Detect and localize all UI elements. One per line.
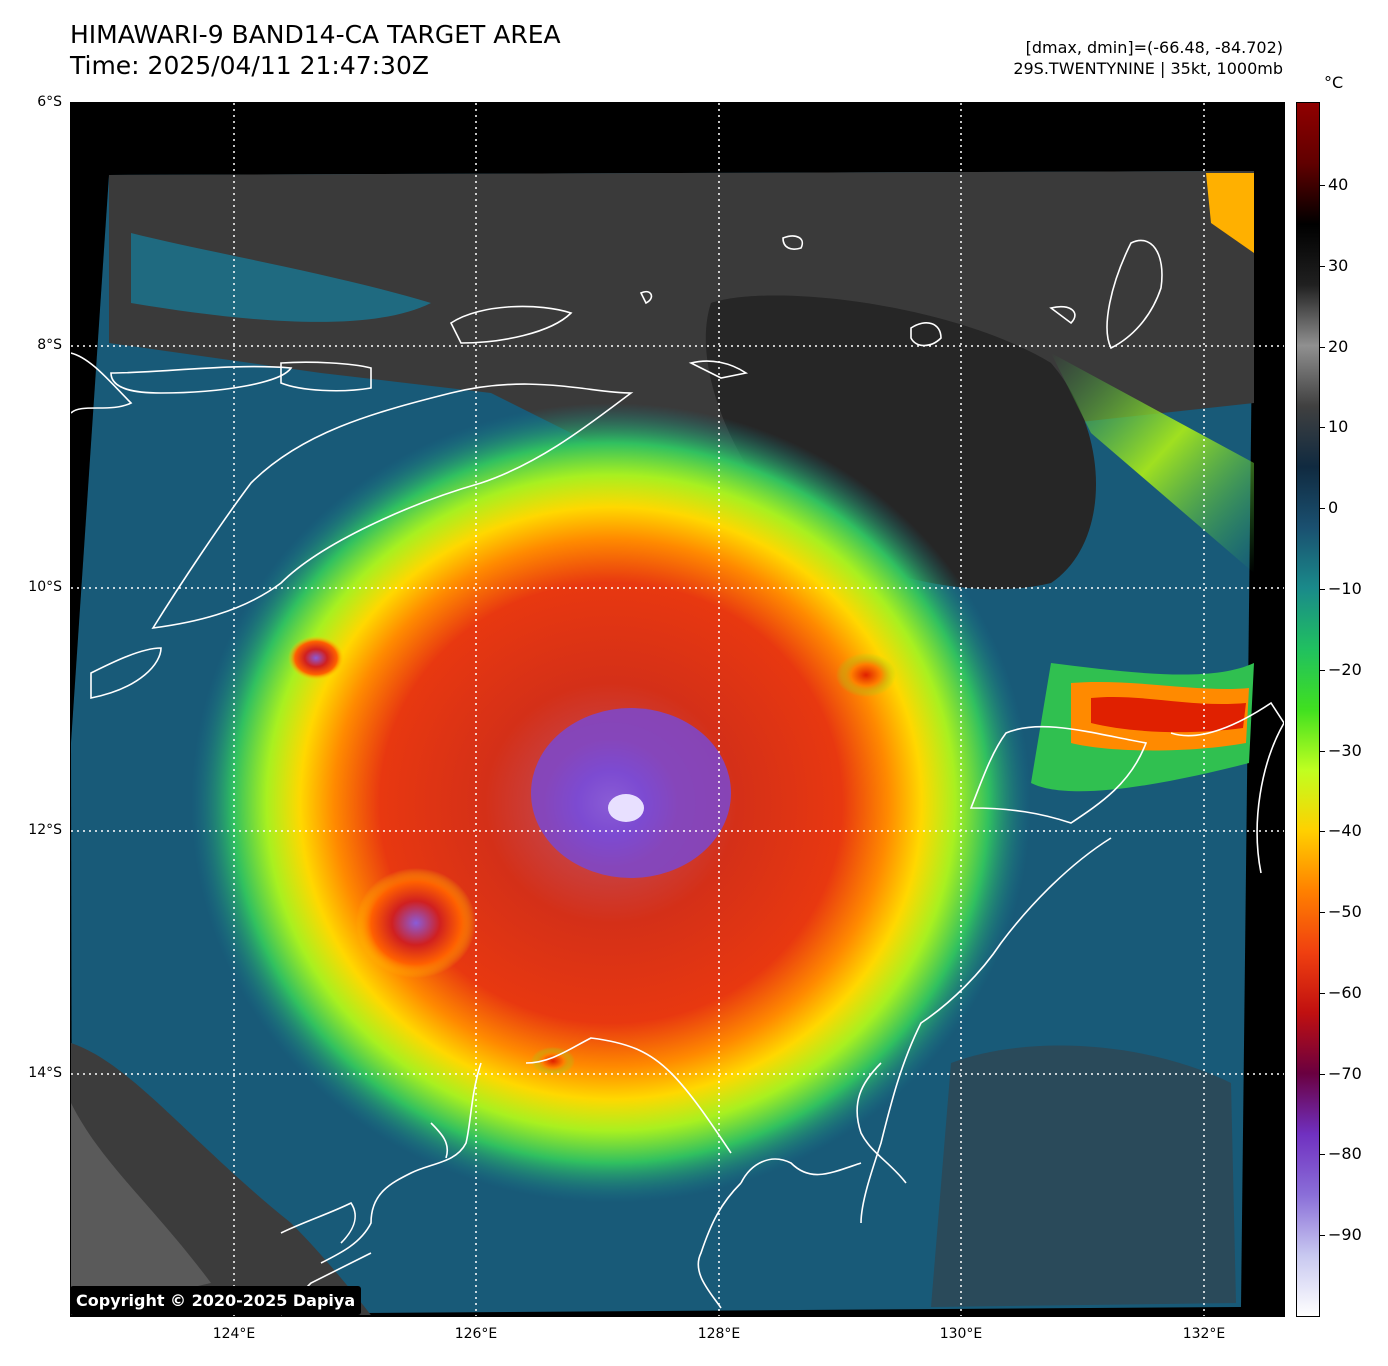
colorbar-tick-mark (1320, 427, 1325, 428)
title-line-2: Time: 2025/04/11 21:47:30Z (70, 51, 429, 80)
lon-label: 128°E (697, 1326, 741, 1342)
colorbar-tick: −90 (1328, 1225, 1362, 1244)
satellite-imagery (71, 103, 1284, 1316)
colorbar-tick: 20 (1328, 337, 1349, 356)
lat-label: 10°S (28, 579, 62, 595)
colorbar-tick-mark (1320, 589, 1325, 590)
colorbar-tick: 40 (1328, 175, 1349, 194)
colorbar-tick: 0 (1328, 498, 1339, 517)
dmax-dmin-info: [dmax, dmin]=(-66.48, -84.702) (1025, 38, 1283, 57)
colorbar-tick-mark (1320, 993, 1325, 994)
storm-info: 29S.TWENTYNINE | 35kt, 1000mb (1013, 59, 1283, 78)
colorbar-tick: −10 (1328, 579, 1362, 598)
colorbar-tick-mark (1320, 347, 1325, 348)
lat-label: 14°S (28, 1065, 62, 1081)
lat-label: 6°S (37, 94, 62, 110)
colorbar-tick: −20 (1328, 660, 1362, 679)
lon-label: 124°E (212, 1326, 256, 1342)
colorbar-tick-mark (1320, 266, 1325, 267)
satellite-map (70, 102, 1285, 1317)
colorbar-tick: −40 (1328, 821, 1362, 840)
colorbar-tick: 30 (1328, 256, 1349, 275)
colorbar-tick: 10 (1328, 417, 1349, 436)
colorbar-tick-mark (1320, 912, 1325, 913)
colorbar-tick-mark (1320, 670, 1325, 671)
graticule (71, 103, 1284, 1316)
colorbar-tick-mark (1320, 751, 1325, 752)
title-line-1: HIMAWARI-9 BAND14-CA TARGET AREA (70, 20, 561, 49)
temperature-colorbar (1296, 102, 1320, 1317)
colorbar-tick-mark (1320, 185, 1325, 186)
copyright-badge: Copyright © 2020-2025 Dapiya (70, 1286, 362, 1315)
colorbar-tick: −50 (1328, 902, 1362, 921)
lon-label: 130°E (939, 1326, 983, 1342)
lat-label: 8°S (37, 337, 62, 353)
colorbar-tick-mark (1320, 508, 1325, 509)
colorbar-tick-mark (1320, 1074, 1325, 1075)
colorbar-unit: °C (1324, 73, 1344, 92)
colorbar-tick-mark (1320, 831, 1325, 832)
lon-label: 126°E (454, 1326, 498, 1342)
colorbar-tick: −80 (1328, 1144, 1362, 1163)
lon-label: 132°E (1182, 1326, 1226, 1342)
lat-label: 12°S (28, 822, 62, 838)
colorbar-tick: −60 (1328, 983, 1362, 1002)
colorbar-tick: −70 (1328, 1064, 1362, 1083)
colorbar-tick-mark (1320, 1154, 1325, 1155)
colorbar-tick-mark (1320, 1235, 1325, 1236)
colorbar-tick: −30 (1328, 741, 1362, 760)
